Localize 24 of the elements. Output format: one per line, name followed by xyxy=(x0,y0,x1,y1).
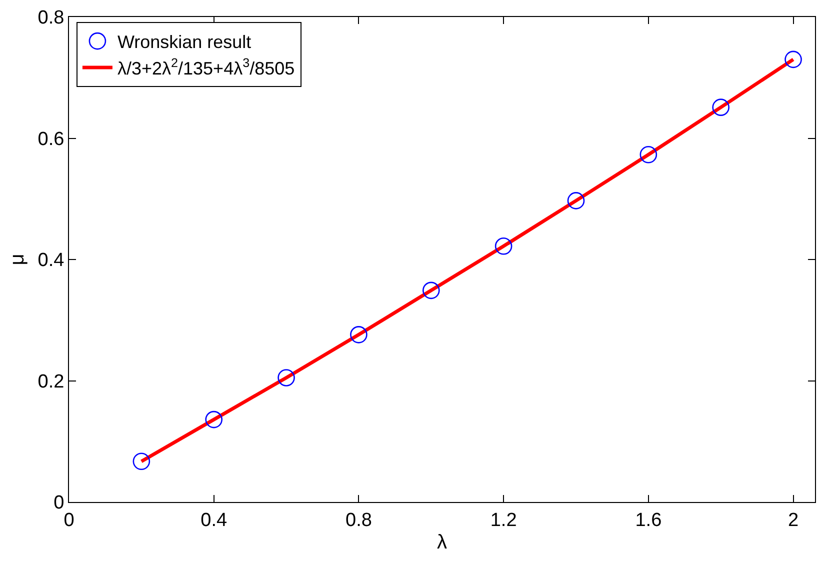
point xyxy=(784,50,802,68)
point xyxy=(205,410,222,428)
x-axis-title: λ xyxy=(437,531,447,554)
x-tick-label: 0.8 xyxy=(346,510,372,531)
x-tick-label: 1.6 xyxy=(635,510,662,531)
y-axis-title: μ xyxy=(6,254,28,266)
legend-label: λ/3+2λ$^{2}$/135+4λ$^{3}$/8505 xyxy=(117,56,295,78)
point xyxy=(494,238,512,255)
point xyxy=(640,146,658,164)
legend-label: Wronskian result xyxy=(117,32,252,52)
point xyxy=(132,452,150,470)
x-tick-label: 2 xyxy=(788,510,799,531)
point xyxy=(712,98,730,116)
point xyxy=(422,282,440,300)
point xyxy=(567,192,585,210)
y-tick-label: 0 xyxy=(54,492,64,514)
x-tick-label: 0.4 xyxy=(200,510,228,531)
y-tick-label: 0.4 xyxy=(38,250,65,272)
point xyxy=(278,369,295,386)
point xyxy=(350,326,368,344)
y-tick-label: 0.6 xyxy=(38,128,64,150)
y-tick-label: 0.2 xyxy=(38,371,64,392)
x-tick-label: 1.2 xyxy=(490,510,517,531)
y-tick-label: 0.8 xyxy=(38,8,64,29)
